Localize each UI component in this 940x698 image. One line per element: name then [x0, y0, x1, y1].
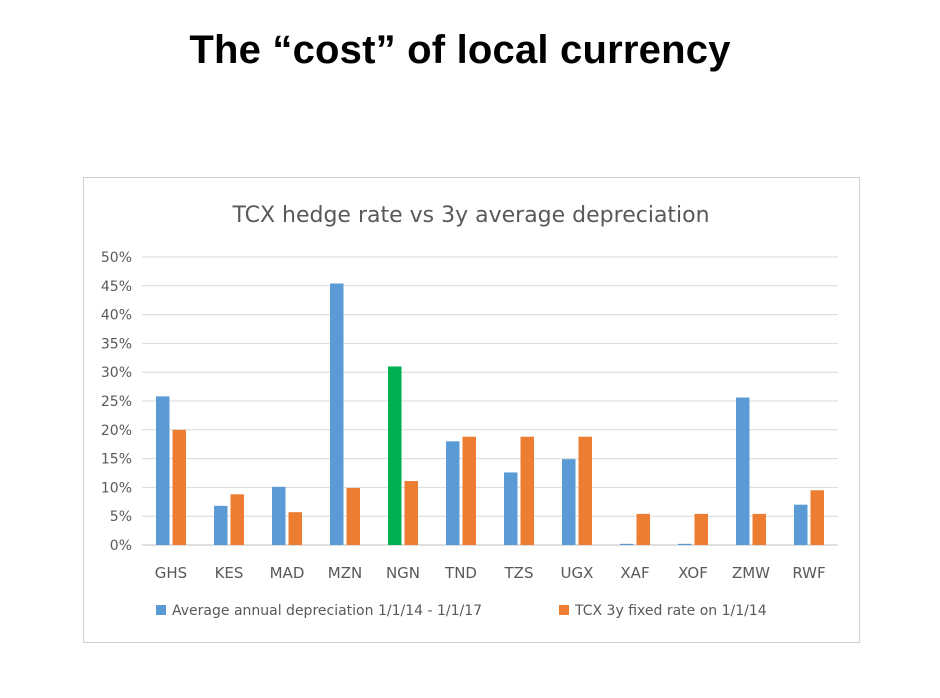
- bar-ugx-series1: [562, 459, 576, 545]
- x-category-label: UGX: [561, 564, 594, 582]
- y-tick-label: 25%: [101, 394, 132, 410]
- bar-tzs-series2: [520, 436, 534, 545]
- bars: [156, 283, 824, 545]
- bar-rwf-series2: [810, 490, 824, 545]
- x-category-label: MZN: [328, 564, 362, 582]
- x-category-label: XAF: [620, 564, 649, 582]
- x-category-label: KES: [215, 564, 244, 582]
- bar-tnd-series2: [462, 436, 476, 545]
- x-category-label: ZMW: [732, 564, 770, 582]
- legend-label-series2: TCX 3y fixed rate on 1/1/14: [574, 603, 767, 619]
- bar-zmw-series2: [752, 513, 766, 545]
- bar-ghs-series1: [156, 396, 170, 545]
- x-category-label: TND: [444, 564, 477, 582]
- y-tick-label: 0%: [110, 538, 132, 554]
- y-tick-label: 50%: [101, 250, 132, 266]
- y-axis-ticks: 0% 5% 10% 15% 20% 25% 30% 35% 40% 45% 50%: [101, 250, 132, 554]
- bar-ugx-series2: [578, 436, 592, 545]
- bar-rwf-series1: [794, 504, 808, 545]
- y-tick-label: 20%: [101, 423, 132, 439]
- bar-mad-series2: [288, 512, 302, 545]
- bar-xof-series1: [678, 543, 692, 545]
- x-category-label: MAD: [270, 564, 305, 582]
- bar-xof-series2: [694, 513, 708, 545]
- bar-xaf-series1: [620, 543, 634, 545]
- bar-mzn-series2: [346, 487, 360, 545]
- legend: Average annual depreciation 1/1/14 - 1/1…: [156, 603, 767, 619]
- bar-zmw-series1: [736, 397, 750, 545]
- bar-kes-series2: [230, 494, 244, 545]
- bar-ghs-series2: [172, 429, 186, 545]
- y-tick-label: 5%: [110, 509, 132, 525]
- y-tick-label: 10%: [101, 480, 132, 496]
- x-category-label: GHS: [155, 564, 187, 582]
- legend-swatch-series2: [559, 605, 569, 615]
- legend-label-series1: Average annual depreciation 1/1/14 - 1/1…: [172, 603, 482, 619]
- chart-frame: [83, 177, 860, 643]
- bar-tnd-series1: [446, 441, 460, 545]
- y-tick-label: 15%: [101, 452, 132, 468]
- bar-mad-series1: [272, 486, 286, 545]
- x-category-label: NGN: [386, 564, 420, 582]
- x-axis-categories: GHS KES MAD MZN NGN TND TZS UGX XAF XOF ZMW RWF: [155, 564, 826, 582]
- chart-title: TCX hedge rate vs 3y average depreciatio…: [231, 203, 709, 228]
- slide-title: The “cost” of local currency: [189, 28, 731, 72]
- x-category-label: TZS: [504, 564, 534, 582]
- y-tick-label: 30%: [101, 365, 132, 381]
- x-category-label: RWF: [792, 564, 825, 582]
- bar-xaf-series2: [636, 513, 650, 545]
- y-tick-label: 35%: [101, 336, 132, 352]
- x-category-label: XOF: [678, 564, 708, 582]
- bar-ngn-series2: [404, 481, 418, 545]
- bar-kes-series1: [214, 505, 228, 545]
- gridlines: [142, 256, 838, 546]
- bar-mzn-series1: [330, 283, 344, 545]
- bar-tzs-series1: [504, 472, 518, 545]
- y-tick-label: 40%: [101, 308, 132, 324]
- legend-swatch-series1: [156, 605, 166, 615]
- y-tick-label: 45%: [101, 279, 132, 295]
- bar-ngn-series1: [388, 366, 402, 545]
